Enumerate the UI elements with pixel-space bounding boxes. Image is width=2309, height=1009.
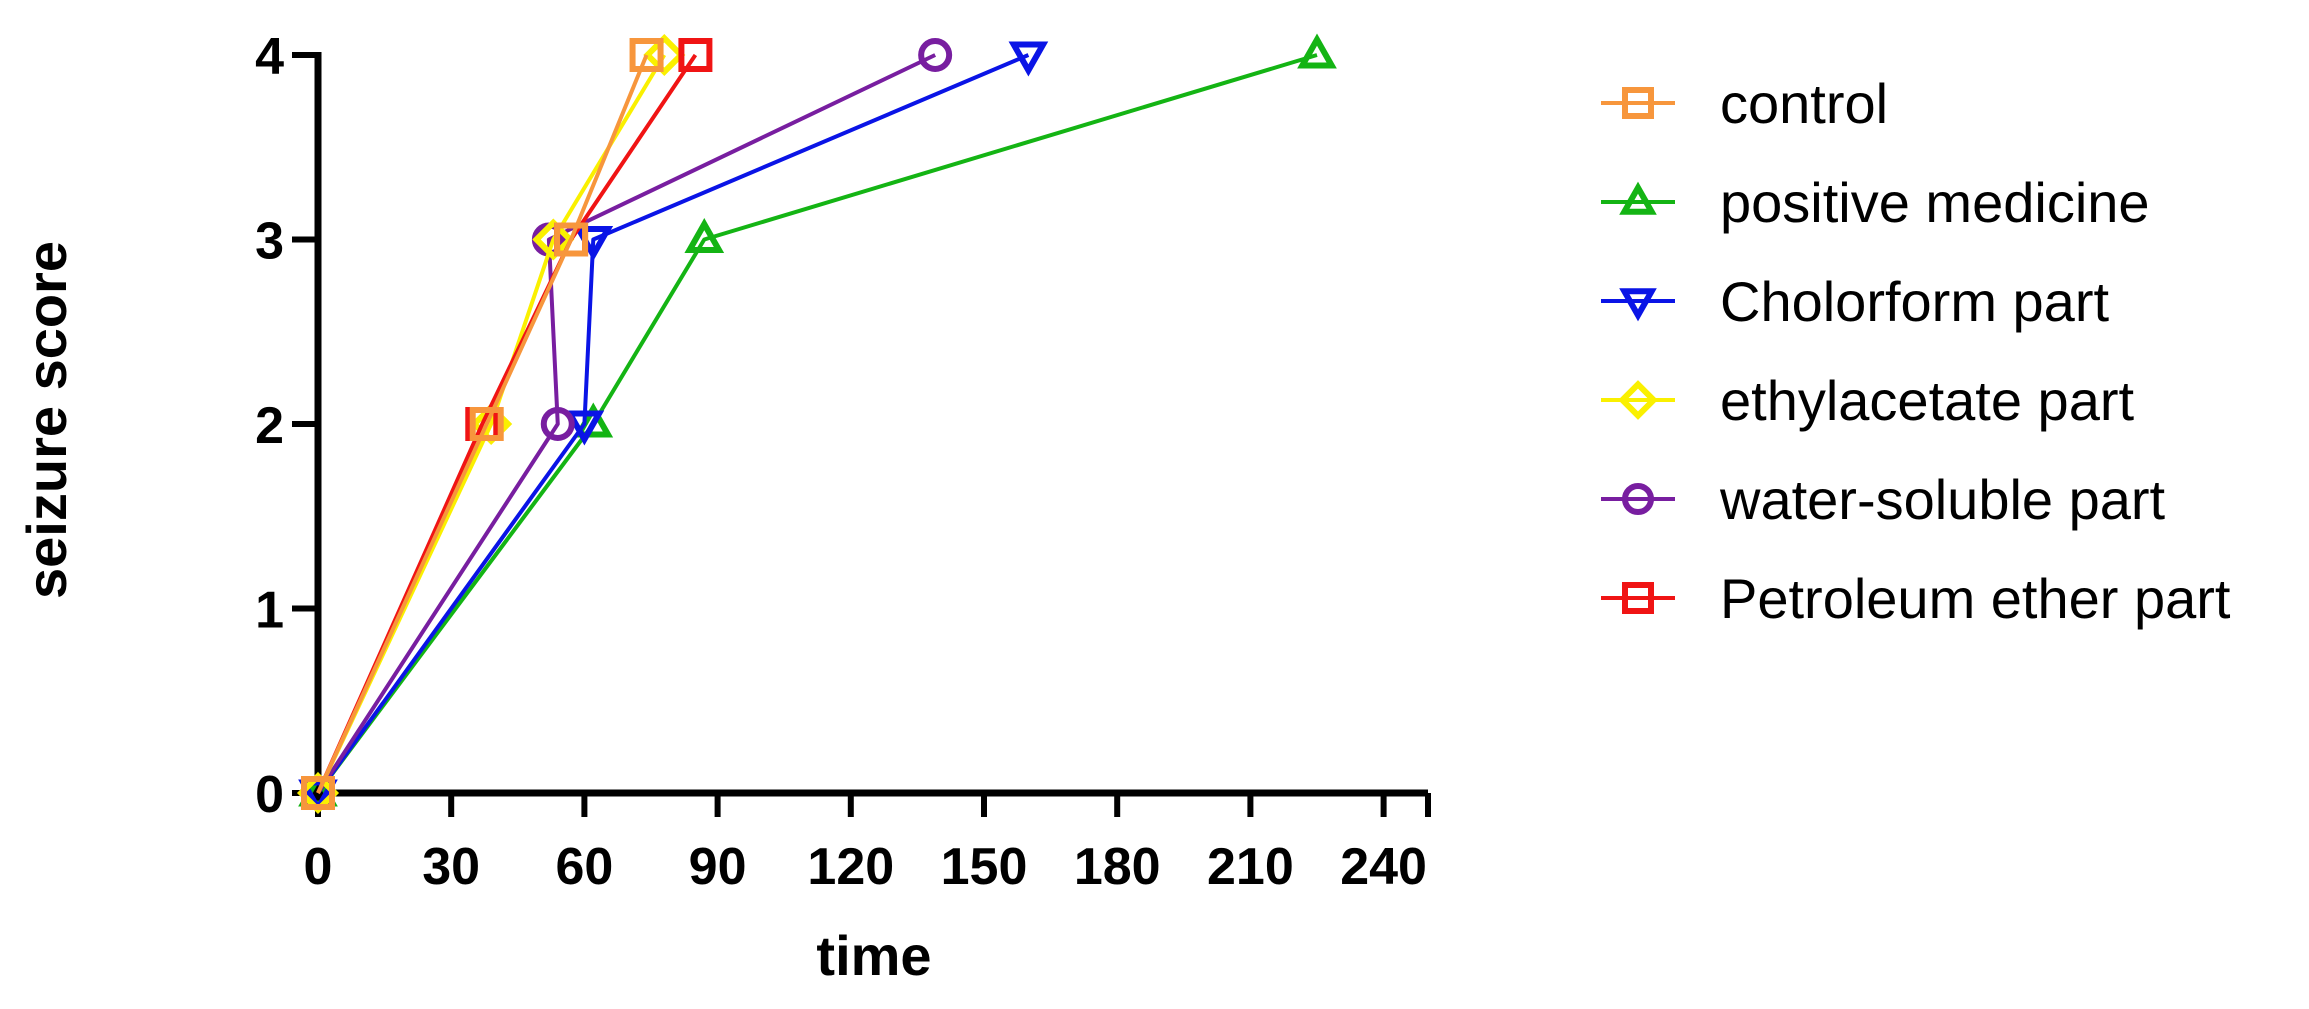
- x-tick-label: 60: [555, 838, 613, 896]
- x-tick-label: 120: [807, 838, 894, 896]
- legend-marker-ethylacetate-part: [1618, 380, 1658, 420]
- data-point-positive-medicine: [1297, 33, 1337, 69]
- chart-legend: control positive medicine Cholorform part e…: [1601, 72, 2231, 630]
- y-tick-label: 2: [255, 397, 284, 455]
- y-tick-label: 0: [255, 766, 284, 824]
- y-tick-label: 4: [255, 28, 284, 86]
- legend-label-petroleum-ether-part: Petroleum ether part: [1720, 567, 2231, 630]
- data-point-ethylacetate-part: [532, 218, 575, 261]
- series-cholorform-part: [298, 41, 1049, 815]
- series-line-water-soluble-part: [316, 53, 937, 795]
- data-point-control: [469, 407, 504, 441]
- chart-axes: 0 30 60 90 120 150 180 210 240 0 1 2 3 4 time seizure s…: [15, 28, 1431, 987]
- y-axis-title: seizure score: [15, 241, 78, 599]
- legend-entry-petroleum-ether-part: Petroleum ether part: [1601, 567, 2231, 630]
- x-tick-label: 240: [1340, 838, 1427, 896]
- x-tick-label: 30: [422, 838, 480, 896]
- x-tick-label: 0: [304, 838, 333, 896]
- legend-label-control: control: [1720, 72, 1888, 135]
- legend-entry-ethylacetate-part: ethylacetate part: [1601, 369, 2134, 432]
- data-point-control: [554, 222, 589, 257]
- x-tick-label: 180: [1074, 838, 1161, 896]
- data-point-petroleum-ether-part: [678, 38, 713, 72]
- legend-marker-petroleum-ether-part: [1622, 582, 1654, 614]
- legend-label-water-soluble-part: water-soluble part: [1719, 468, 2166, 531]
- series-line-positive-medicine: [316, 53, 1318, 795]
- data-point-water-soluble-part: [918, 38, 953, 72]
- data-point-positive-medicine: [684, 218, 725, 253]
- legend-marker-cholorform-part: [1619, 288, 1657, 322]
- series-ethylacetate-part: [296, 33, 686, 815]
- legend-label-cholorform-part: Cholorform part: [1720, 270, 2109, 333]
- x-axis-title: time: [816, 924, 931, 987]
- legend-entry-positive-medicine: positive medicine: [1601, 171, 2150, 234]
- series-line-petroleum-ether-part: [316, 53, 698, 794]
- chart-series-layer: [296, 33, 1337, 815]
- data-point-cholorform-part: [298, 779, 338, 815]
- legend-entry-control: control: [1601, 72, 1888, 135]
- data-point-cholorform-part: [564, 410, 605, 446]
- legend-label-positive-medicine: positive medicine: [1720, 171, 2150, 234]
- legend-entry-water-soluble-part: water-soluble part: [1601, 468, 2166, 531]
- series-control: [301, 38, 664, 810]
- legend-marker-positive-medicine: [1619, 181, 1657, 215]
- legend-label-ethylacetate-part: ethylacetate part: [1720, 369, 2134, 432]
- legend-marker-water-soluble-part: [1622, 483, 1654, 515]
- x-tick-label: 150: [941, 838, 1028, 896]
- x-tick-label: 210: [1207, 838, 1294, 896]
- data-point-control: [301, 776, 335, 810]
- data-point-ethylacetate-part: [643, 33, 686, 77]
- y-tick-label: 1: [255, 582, 284, 640]
- data-point-water-soluble-part: [540, 407, 575, 441]
- legend-marker-control: [1622, 87, 1654, 119]
- series-positive-medicine: [298, 33, 1337, 807]
- data-point-control: [629, 38, 664, 72]
- series-line-cholorform-part: [316, 53, 1030, 795]
- series-line-control: [316, 54, 649, 794]
- y-tick-label: 3: [255, 213, 284, 271]
- data-point-cholorform-part: [1008, 41, 1049, 77]
- legend-entry-cholorform-part: Cholorform part: [1601, 270, 2109, 333]
- x-tick-label: 90: [689, 838, 747, 896]
